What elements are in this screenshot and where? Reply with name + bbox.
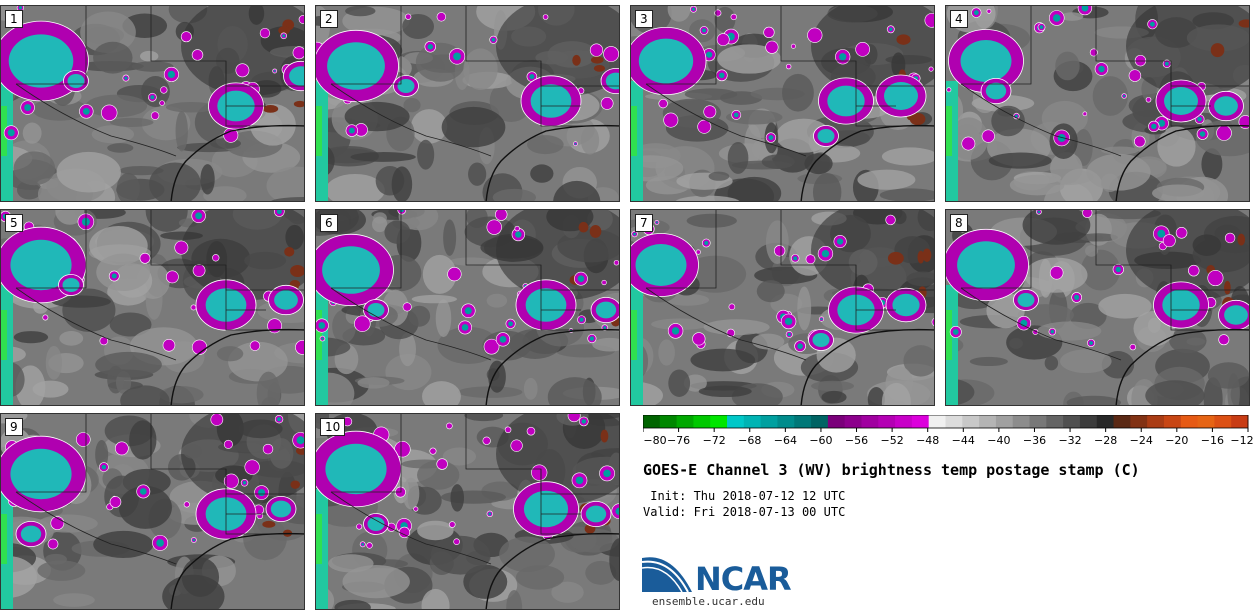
colorbar-bin bbox=[1147, 415, 1165, 428]
figure-title: GOES-E Channel 3 (WV) brightness temp po… bbox=[643, 461, 1140, 479]
colorbar-bin bbox=[1130, 415, 1148, 428]
stamp-panel-7: 7 bbox=[630, 209, 935, 406]
site-url: ensemble.ucar.edu bbox=[652, 595, 765, 608]
ncar-logo-icon bbox=[642, 557, 692, 593]
colorbar-bin bbox=[911, 415, 930, 428]
colorbar-bin bbox=[643, 415, 661, 428]
panel-number-label: 5 bbox=[5, 214, 23, 232]
ncar-logo-text: NCAR bbox=[695, 560, 792, 598]
colorbar-bin bbox=[1096, 415, 1115, 428]
valid-time: Valid: Fri 2018-07-13 00 UTC bbox=[643, 505, 846, 519]
colorbar-bin bbox=[811, 415, 829, 428]
colorbar-bin bbox=[928, 415, 946, 428]
colorbar-bin bbox=[1113, 415, 1131, 428]
colorbar-tick-label: −44 bbox=[952, 434, 975, 447]
colorbar-bin bbox=[1046, 415, 1064, 428]
colorbar-tick-label: −24 bbox=[1130, 434, 1153, 447]
colorbar-bin bbox=[844, 415, 862, 428]
panel-number-label: 7 bbox=[635, 214, 653, 232]
colorbar-tick-label: −12 bbox=[1230, 434, 1253, 447]
colorbar-tick-label: −56 bbox=[845, 434, 868, 447]
colorbar-bin bbox=[794, 415, 812, 428]
stamp-panel-3: 3 bbox=[630, 5, 935, 202]
colorbar-tick-label: −16 bbox=[1201, 434, 1224, 447]
stamp-panel-5: 5 bbox=[0, 209, 305, 406]
colorbar-bin bbox=[760, 415, 778, 428]
colorbar-bin bbox=[743, 415, 762, 428]
stamp-panel-4: 4 bbox=[945, 5, 1250, 202]
panel-number-label: 10 bbox=[320, 418, 346, 436]
colorbar-bin bbox=[945, 415, 963, 428]
colorbar-bin bbox=[659, 415, 678, 428]
stamp-panel-6: 6 bbox=[315, 209, 620, 406]
colorbar-frame bbox=[643, 415, 1249, 429]
colorbar-bin bbox=[827, 415, 846, 428]
colorbar-tick-label: −48 bbox=[916, 434, 939, 447]
init-time: Init: Thu 2018-07-12 12 UTC bbox=[643, 489, 846, 503]
colorbar-tick-label: −80 bbox=[643, 434, 666, 447]
panel-number-label: 4 bbox=[950, 10, 968, 28]
colorbar-tick-label: −32 bbox=[1058, 434, 1081, 447]
colorbar-bin bbox=[693, 415, 711, 428]
colorbar-tick-label: −52 bbox=[881, 434, 904, 447]
colorbar-bin bbox=[777, 415, 795, 428]
colorbar-tick-label: −20 bbox=[1165, 434, 1188, 447]
panel-number-label: 9 bbox=[5, 418, 23, 436]
colorbar-tick-label: −28 bbox=[1094, 434, 1117, 447]
colorbar-bin bbox=[676, 415, 694, 428]
colorbar-bin bbox=[1231, 415, 1249, 428]
colorbar-tick-label: −40 bbox=[987, 434, 1010, 447]
panel-number-label: 1 bbox=[5, 10, 23, 28]
panel-number-label: 6 bbox=[320, 214, 338, 232]
colorbar-bin bbox=[1180, 415, 1199, 428]
colorbar-tick-label: −60 bbox=[809, 434, 832, 447]
colorbar-bin bbox=[1214, 415, 1232, 428]
stamp-panel-8: 8 bbox=[945, 209, 1250, 406]
colorbar-bin bbox=[1029, 415, 1047, 428]
colorbar-tick-label: −68 bbox=[738, 434, 761, 447]
stamp-panel-1: 1 bbox=[0, 5, 305, 202]
colorbar-bin bbox=[895, 415, 913, 428]
colorbar-tick-label: −72 bbox=[703, 434, 726, 447]
colorbar: −80 −76 −72 −68 −64 −60 −56 −52 −48 −44 −40 −36 −32−… bbox=[643, 415, 1253, 447]
colorbar-bin bbox=[861, 415, 879, 428]
stamp-panel-2: 2 bbox=[315, 5, 620, 202]
colorbar-bin bbox=[710, 415, 728, 428]
colorbar-bin bbox=[1063, 415, 1081, 428]
panel-number-label: 2 bbox=[320, 10, 338, 28]
panel-number-label: 8 bbox=[950, 214, 968, 232]
colorbar-bin bbox=[962, 415, 980, 428]
panel-number-label: 3 bbox=[635, 10, 653, 28]
colorbar-tick-label: −36 bbox=[1023, 434, 1046, 447]
colorbar-bin bbox=[878, 415, 896, 428]
colorbar-bin bbox=[995, 415, 1014, 428]
colorbar-bin bbox=[727, 415, 745, 428]
stamp-panel-9: 9 bbox=[0, 413, 305, 610]
stamp-panel-10: 10 bbox=[315, 413, 620, 610]
colorbar-bin bbox=[1079, 415, 1098, 428]
colorbar-tick-label: −64 bbox=[774, 434, 797, 447]
colorbar-bin bbox=[1163, 415, 1182, 428]
colorbar-bin bbox=[979, 415, 997, 428]
colorbar-bin bbox=[1012, 415, 1031, 428]
colorbar-bin bbox=[1197, 415, 1215, 428]
colorbar-tick-label: −76 bbox=[667, 434, 690, 447]
